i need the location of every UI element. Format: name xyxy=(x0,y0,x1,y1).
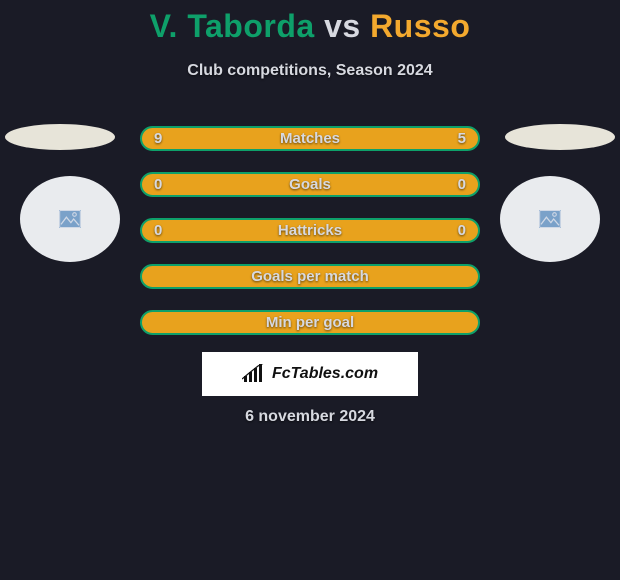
flag-right xyxy=(505,124,615,150)
stat-label: Goals xyxy=(289,176,331,193)
page-title: V. Taborda vs Russo xyxy=(0,8,620,45)
stat-label: Matches xyxy=(280,130,340,147)
bar-chart-icon xyxy=(242,364,266,384)
player-right-avatar xyxy=(500,176,600,262)
player-right-name: Russo xyxy=(370,8,470,44)
brand-box: FcTables.com xyxy=(202,352,418,396)
image-placeholder-icon xyxy=(59,210,81,228)
stat-right-value: 0 xyxy=(458,176,466,193)
subtitle: Club competitions, Season 2024 xyxy=(0,62,620,80)
stat-label: Min per goal xyxy=(266,314,354,331)
stat-left-value: 0 xyxy=(154,222,162,239)
stat-left-value: 9 xyxy=(154,130,162,147)
stat-row: Goals per match xyxy=(140,264,480,289)
stat-label: Goals per match xyxy=(251,268,369,285)
comparison-card: V. Taborda vs Russo Club competitions, S… xyxy=(0,0,620,580)
stat-right-value: 0 xyxy=(458,222,466,239)
stat-row: Min per goal xyxy=(140,310,480,335)
stat-row: 0 Hattricks 0 xyxy=(140,218,480,243)
stat-row: 0 Goals 0 xyxy=(140,172,480,197)
brand-text: FcTables.com xyxy=(272,365,378,383)
stat-right-value: 5 xyxy=(458,130,466,147)
title-vs: vs xyxy=(324,8,361,44)
image-placeholder-icon xyxy=(539,210,561,228)
stat-bars: 9 Matches 5 0 Goals 0 0 Hattricks 0 Goal… xyxy=(140,126,480,356)
date-text: 6 november 2024 xyxy=(0,408,620,426)
stat-left-value: 0 xyxy=(154,176,162,193)
player-left-name: V. Taborda xyxy=(150,8,315,44)
player-left-avatar xyxy=(20,176,120,262)
flag-left xyxy=(5,124,115,150)
stat-row: 9 Matches 5 xyxy=(140,126,480,151)
stat-label: Hattricks xyxy=(278,222,342,239)
